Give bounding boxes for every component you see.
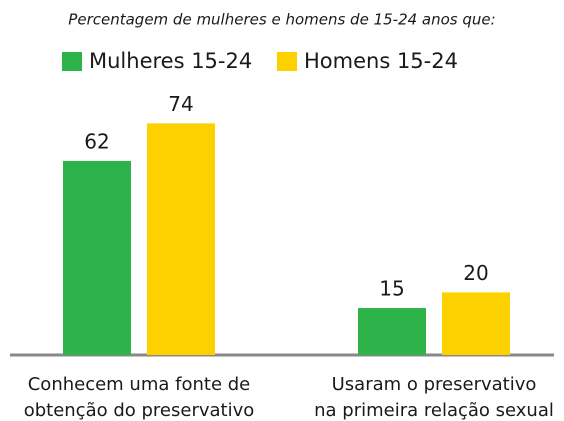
category-label: Conhecem uma fonte de obtenção do preser…: [23, 374, 255, 421]
bar: [63, 160, 131, 355]
value-label: 15: [379, 277, 404, 301]
bar: [358, 308, 426, 355]
bar: [147, 123, 215, 355]
value-label: 62: [84, 129, 109, 153]
value-label: 20: [463, 261, 488, 285]
legend-label: Mulheres 15-24: [89, 49, 252, 73]
legend-label: Homens 15-24: [304, 49, 458, 73]
legend-swatch: [62, 52, 82, 71]
chart-title: Percentagem de mulheres e homens de 15-2…: [68, 11, 495, 29]
legend-swatch: [277, 52, 297, 71]
bar: [442, 292, 510, 355]
value-label: 74: [168, 92, 193, 116]
category-label: Usaram o preservativo na primeira relaçã…: [314, 374, 554, 421]
